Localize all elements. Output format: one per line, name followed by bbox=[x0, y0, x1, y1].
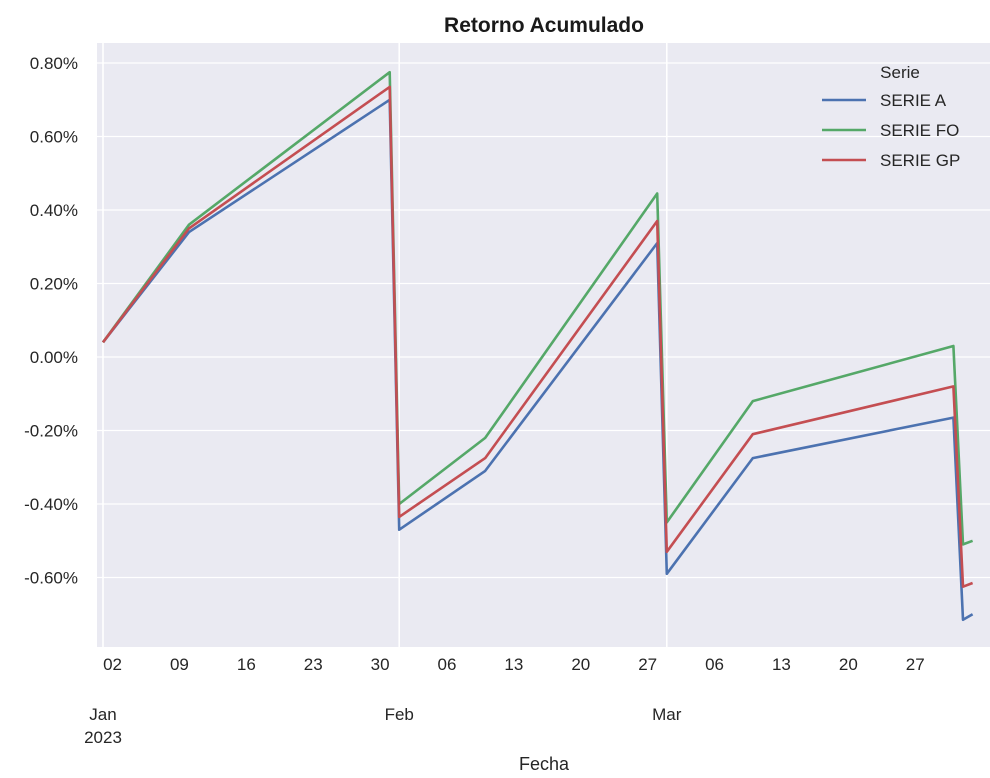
x-major-tick-label: Jan bbox=[89, 705, 116, 724]
x-axis-ticks: 02 09 16 23 30 06 13 20 27 06 13 20 27 Jan 2023 Feb Mar bbox=[84, 655, 925, 747]
x-tick-label: 13 bbox=[772, 655, 791, 674]
chart-title: Retorno Acumulado bbox=[444, 14, 644, 37]
x-major-tick-label: Feb bbox=[385, 705, 414, 724]
x-tick-label: 02 bbox=[103, 655, 122, 674]
x-tick-label: 23 bbox=[304, 655, 323, 674]
legend-title: Serie bbox=[880, 63, 920, 82]
x-tick-label: 09 bbox=[170, 655, 189, 674]
legend: Serie SERIE A SERIE FO SERIE GP bbox=[822, 63, 960, 170]
legend-entry-label: SERIE GP bbox=[880, 151, 960, 170]
series-lines bbox=[101, 70, 974, 622]
legend-entry-label: SERIE FO bbox=[880, 121, 959, 140]
series-line-serie-fo bbox=[101, 70, 974, 546]
y-tick-label: 0.40% bbox=[30, 201, 78, 220]
x-tick-label: 20 bbox=[839, 655, 858, 674]
x-tick-label: 20 bbox=[571, 655, 590, 674]
y-tick-label: 0.00% bbox=[30, 348, 78, 367]
y-tick-label: 0.60% bbox=[30, 128, 78, 147]
series-line-serie-gp bbox=[101, 85, 974, 589]
x-tick-label: 27 bbox=[906, 655, 925, 674]
x-tick-label: 30 bbox=[371, 655, 390, 674]
y-tick-label: 0.20% bbox=[30, 275, 78, 294]
y-tick-label: -0.60% bbox=[24, 569, 78, 588]
x-major-tick-label: Mar bbox=[652, 705, 682, 724]
x-tick-label: 27 bbox=[638, 655, 657, 674]
y-tick-label: -0.40% bbox=[24, 495, 78, 514]
x-tick-label: 06 bbox=[705, 655, 724, 674]
y-axis-ticks: 0.80% 0.60% 0.40% 0.20% 0.00% -0.20% -0.40% -0.… bbox=[24, 54, 78, 588]
y-tick-label: -0.20% bbox=[24, 422, 78, 441]
y-tick-label: 0.80% bbox=[30, 54, 78, 73]
x-major-tick-sublabel: 2023 bbox=[84, 728, 122, 747]
plot-background bbox=[97, 43, 990, 647]
x-tick-label: 06 bbox=[438, 655, 457, 674]
legend-entry-label: SERIE A bbox=[880, 91, 947, 110]
x-tick-label: 13 bbox=[504, 655, 523, 674]
x-axis-label: Fecha bbox=[519, 754, 570, 774]
x-tick-label: 16 bbox=[237, 655, 256, 674]
